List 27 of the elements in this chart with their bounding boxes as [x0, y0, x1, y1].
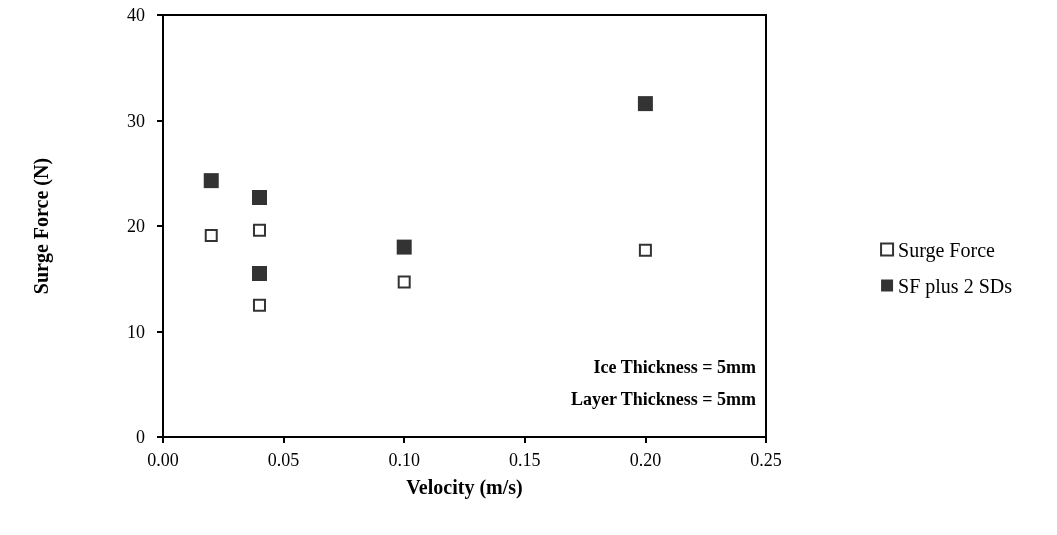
point	[637, 96, 653, 112]
annotation: Ice Thickness = 5mm	[593, 357, 756, 377]
y-tick-label: 30	[127, 110, 145, 131]
y-tick-label: 10	[127, 321, 145, 342]
y-axis-title: Surge Force (N)	[30, 157, 53, 295]
annotation: Layer Thickness = 5mm	[570, 389, 756, 409]
x-tick-label: 0.25	[750, 450, 782, 470]
point	[204, 228, 218, 242]
x-tick-label: 0.15	[509, 450, 541, 470]
y-tick-label: 0	[136, 427, 145, 447]
y-tick-label: 20	[127, 216, 145, 236]
x-tick-label: 0.20	[629, 450, 662, 470]
x-tick-label: 0.05	[267, 450, 300, 470]
point	[252, 223, 266, 237]
point	[203, 173, 219, 189]
point	[396, 239, 412, 255]
point	[397, 275, 411, 289]
x-axis-title: Velocity (m/s)	[406, 476, 523, 499]
legend-label: SF plus 2 SDs	[898, 274, 1013, 298]
point	[252, 298, 266, 312]
legend-label: Surge Force	[898, 238, 996, 262]
point	[251, 190, 267, 206]
x-tick-label: 0.10	[388, 450, 420, 470]
x-tick-label: 0.00	[147, 450, 179, 470]
point	[638, 243, 652, 257]
point	[251, 265, 267, 281]
y-tick-label: 40	[127, 5, 145, 25]
